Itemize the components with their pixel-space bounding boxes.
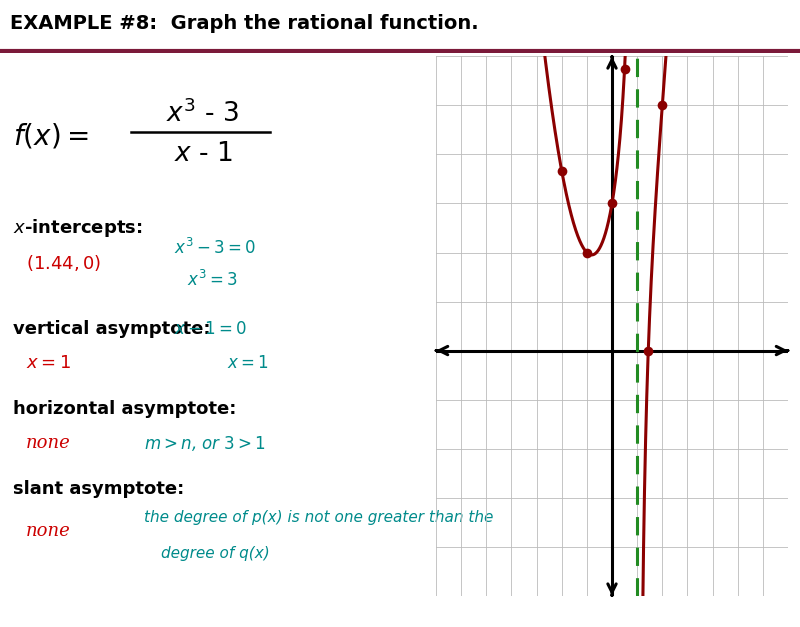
Text: slant asymptote:: slant asymptote: [13,480,184,498]
Text: $x^3 - 3 = 0$: $x^3 - 3 = 0$ [174,238,256,258]
Text: $x^3 = 3$: $x^3 = 3$ [187,270,238,290]
Text: the degree of p(x) is not one greater than the: the degree of p(x) is not one greater th… [144,510,494,525]
Text: EXAMPLE #8:  Graph the rational function.: EXAMPLE #8: Graph the rational function. [10,14,478,33]
Text: degree of q(x): degree of q(x) [162,546,270,561]
Text: none: none [26,522,71,540]
Text: $x$-intercepts:: $x$-intercepts: [13,218,142,240]
Text: $x = 1$: $x = 1$ [26,354,71,372]
Text: vertical asymptote:: vertical asymptote: [13,320,210,338]
Text: $m > n$, or $3 > 1$: $m > n$, or $3 > 1$ [144,434,266,453]
Text: $f(x) =$: $f(x) =$ [13,122,89,151]
Text: horizontal asymptote:: horizontal asymptote: [13,400,237,418]
Text: $x - 1 = 0$: $x - 1 = 0$ [174,320,247,338]
Text: $x = 1$: $x = 1$ [226,354,269,372]
Text: none: none [26,435,71,453]
Text: $x^3$ - 3: $x^3$ - 3 [166,99,238,128]
Text: $(1.44, 0)$: $(1.44, 0)$ [26,253,102,273]
Text: $x$ - 1: $x$ - 1 [174,140,234,167]
